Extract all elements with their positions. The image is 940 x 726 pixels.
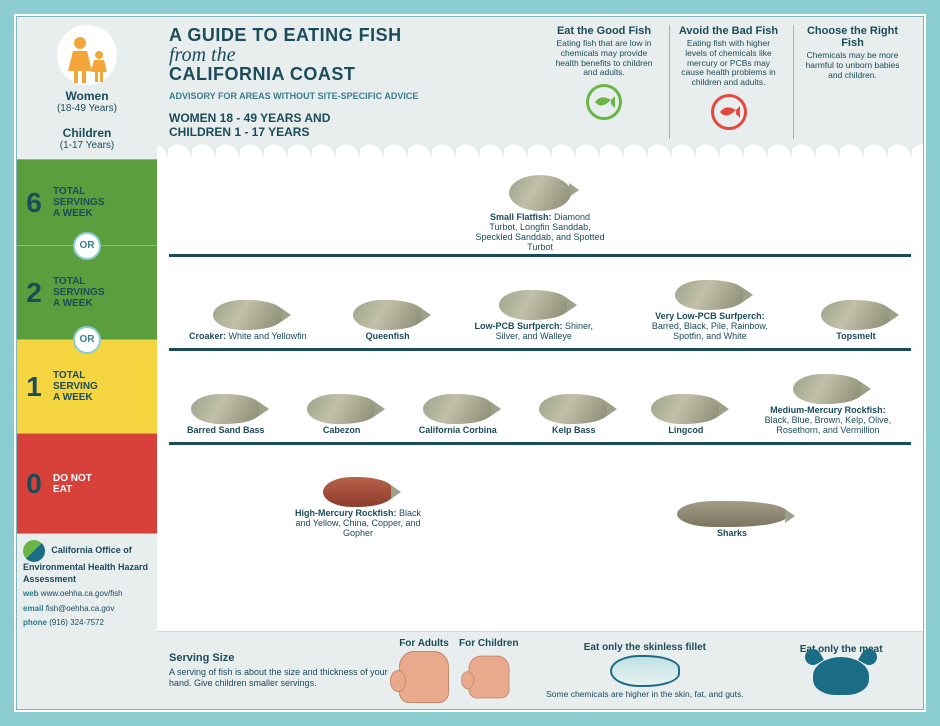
children-range: (1-17 Years) bbox=[21, 140, 153, 151]
servings-text: TOTAL SERVINGS A WEEK bbox=[51, 272, 107, 313]
fish-item: Sharks bbox=[677, 501, 787, 539]
tip-heading: Choose the Right Fish bbox=[799, 25, 906, 49]
sidebar: Women (18-49 Years) Children (1-17 Years… bbox=[17, 17, 157, 709]
phone-val: (916) 324-7572 bbox=[49, 618, 104, 627]
title-line1: A GUIDE TO EATING FISH bbox=[169, 25, 535, 46]
servings-row-1: 1TOTAL SERVING A WEEK bbox=[17, 340, 157, 434]
hand-children: For Children bbox=[459, 638, 518, 703]
audience-panel: Women (18-49 Years) Children (1-17 Years… bbox=[17, 17, 157, 160]
fish-item: Lingcod bbox=[651, 394, 721, 436]
tip-text: Eating fish that are low in chemicals ma… bbox=[550, 39, 658, 78]
fish-item: Topsmelt bbox=[821, 300, 891, 342]
footer-note: Some chemicals are higher in the skin, f… bbox=[528, 689, 761, 699]
fish-icon bbox=[307, 394, 377, 424]
children-label-footer: For Children bbox=[459, 638, 518, 649]
audience-text: WOMEN 18 - 49 YEARS AND CHILDREN 1 - 17 … bbox=[169, 111, 535, 139]
fish-item: High-Mercury Rockfish: Black and Yellow,… bbox=[293, 477, 423, 539]
serving-size-heading: Serving Size bbox=[169, 652, 389, 665]
row-do-not-eat: High-Mercury Rockfish: Black and Yellow,… bbox=[169, 445, 911, 545]
title-line3: CALIFORNIA COAST bbox=[169, 64, 535, 85]
tips: Eat the Good Fish Eating fish that are lo… bbox=[545, 25, 911, 139]
main-content: A GUIDE TO EATING FISH from the CALIFORN… bbox=[157, 17, 923, 709]
servings-num: 0 bbox=[17, 468, 51, 500]
good-fish-icon bbox=[586, 84, 622, 120]
row-6-servings: Small Flatfish: Diamond Turbot, Longfin … bbox=[169, 171, 911, 257]
fish-icon bbox=[423, 394, 493, 424]
tip: Avoid the Bad Fish Eating fish with highe… bbox=[669, 25, 787, 139]
women-range: (18-49 Years) bbox=[21, 103, 153, 114]
servings-text: DO NOT EAT bbox=[51, 469, 94, 499]
tip-text: Eating fish with higher levels of chemic… bbox=[675, 39, 782, 88]
title-line2: from the bbox=[169, 46, 535, 64]
eat-fillet-block: Eat only the skinless fillet Some chemic… bbox=[528, 642, 761, 699]
or-badge: OR bbox=[73, 232, 101, 260]
tip: Choose the Right FishChemicals may be mo… bbox=[793, 25, 911, 139]
hand-adults: For Adults bbox=[399, 638, 449, 703]
fish-icon bbox=[539, 394, 609, 424]
page-frame: Women (18-49 Years) Children (1-17 Years… bbox=[16, 16, 924, 710]
tip-heading: Eat the Good Fish bbox=[550, 25, 658, 37]
fish-item: Small Flatfish: Diamond Turbot, Longfin … bbox=[475, 175, 605, 253]
adults-label: For Adults bbox=[399, 638, 449, 649]
tip-text: Chemicals may be more harmful to unborn … bbox=[799, 51, 906, 80]
crab-heading: Eat only the meat bbox=[771, 644, 911, 655]
eat-meat-block: Eat only the meat bbox=[771, 644, 911, 697]
publisher-panel: California Office of Environmental Healt… bbox=[17, 534, 157, 709]
header: A GUIDE TO EATING FISH from the CALIFORN… bbox=[157, 17, 923, 171]
or-badge: OR bbox=[73, 326, 101, 354]
fish-item: Cabezon bbox=[307, 394, 377, 436]
fish-item: Croaker: White and Yellowfin bbox=[189, 300, 307, 342]
fish-icon bbox=[213, 300, 283, 330]
fish-icon bbox=[821, 300, 891, 330]
children-label: Children bbox=[21, 126, 153, 140]
adult-hand-icon bbox=[399, 651, 449, 703]
fillet-heading: Eat only the skinless fillet bbox=[528, 642, 761, 653]
email-val: fish@oehha.ca.gov bbox=[46, 604, 115, 613]
servings-row-0: 0DO NOT EAT bbox=[17, 434, 157, 534]
child-hand-icon bbox=[468, 656, 509, 699]
servings-num: 1 bbox=[17, 371, 51, 403]
email-key: email bbox=[23, 604, 43, 613]
fish-item: Medium-Mercury Rockfish: Black, Blue, Br… bbox=[763, 374, 893, 436]
fish-icon bbox=[323, 477, 393, 507]
web-val: www.oehha.ca.gov/fish bbox=[41, 589, 123, 598]
phone-key: phone bbox=[23, 618, 47, 627]
fish-item: Low-PCB Surfperch: Shiner, Silver, and W… bbox=[469, 290, 599, 342]
fish-rows: Small Flatfish: Diamond Turbot, Longfin … bbox=[157, 171, 923, 631]
row-1-serving: Barred Sand Bass Cabezon California Corbin… bbox=[169, 351, 911, 445]
fish-icon bbox=[793, 374, 863, 404]
row-2-servings: Croaker: White and Yellowfin Queenfish Low… bbox=[169, 257, 911, 351]
fish-item: California Corbina bbox=[419, 394, 497, 436]
fish-item: Very Low-PCB Surfperch: Barred, Black, P… bbox=[645, 280, 775, 342]
fillet-icon bbox=[610, 655, 680, 687]
fish-icon bbox=[677, 501, 787, 527]
fish-icon bbox=[353, 300, 423, 330]
women-label: Women bbox=[21, 89, 153, 103]
bad-fish-icon bbox=[711, 94, 747, 130]
servings-num: 2 bbox=[17, 277, 51, 309]
crab-icon bbox=[813, 657, 869, 695]
fish-icon bbox=[499, 290, 569, 320]
servings-text: TOTAL SERVINGS A WEEK bbox=[51, 182, 107, 223]
fish-icon bbox=[651, 394, 721, 424]
servings-text: TOTAL SERVING A WEEK bbox=[51, 366, 100, 407]
serving-size-text: A serving of fish is about the size and … bbox=[169, 667, 389, 689]
fish-item: Barred Sand Bass bbox=[187, 394, 265, 436]
fish-icon bbox=[509, 175, 571, 211]
fish-item: Queenfish bbox=[353, 300, 423, 342]
fish-item: Kelp Bass bbox=[539, 394, 609, 436]
fish-icon bbox=[675, 280, 745, 310]
serving-size-block: Serving Size A serving of fish is about … bbox=[169, 652, 389, 689]
subtitle: ADVISORY FOR AREAS WITHOUT SITE-SPECIFIC… bbox=[169, 91, 535, 101]
web-key: web bbox=[23, 589, 39, 598]
servings-num: 6 bbox=[17, 187, 51, 219]
title-block: A GUIDE TO EATING FISH from the CALIFORN… bbox=[169, 25, 535, 139]
fish-icon bbox=[191, 394, 261, 424]
tip-heading: Avoid the Bad Fish bbox=[675, 25, 782, 37]
footer: Serving Size A serving of fish is about … bbox=[157, 631, 923, 709]
oehha-logo-icon bbox=[23, 540, 45, 562]
woman-child-icon bbox=[57, 25, 117, 85]
tip: Eat the Good Fish Eating fish that are lo… bbox=[545, 25, 663, 139]
